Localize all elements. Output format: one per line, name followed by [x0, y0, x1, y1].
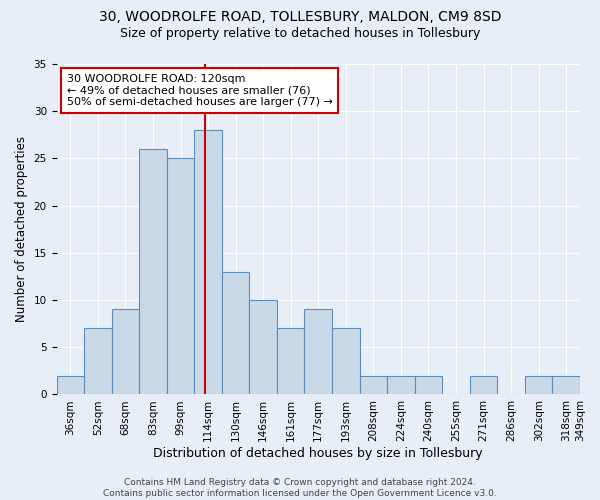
Bar — [112, 310, 139, 394]
Bar — [167, 158, 194, 394]
Text: Size of property relative to detached houses in Tollesbury: Size of property relative to detached ho… — [120, 28, 480, 40]
Bar — [250, 300, 277, 394]
Bar — [139, 149, 167, 394]
Bar — [56, 376, 84, 394]
Bar — [553, 376, 580, 394]
Bar — [415, 376, 442, 394]
Bar — [84, 328, 112, 394]
Bar — [470, 376, 497, 394]
Bar — [222, 272, 250, 394]
Text: 30, WOODROLFE ROAD, TOLLESBURY, MALDON, CM9 8SD: 30, WOODROLFE ROAD, TOLLESBURY, MALDON, … — [99, 10, 501, 24]
Bar — [525, 376, 553, 394]
Bar — [304, 310, 332, 394]
Text: 30 WOODROLFE ROAD: 120sqm
← 49% of detached houses are smaller (76)
50% of semi-: 30 WOODROLFE ROAD: 120sqm ← 49% of detac… — [67, 74, 333, 107]
X-axis label: Distribution of detached houses by size in Tollesbury: Distribution of detached houses by size … — [154, 447, 483, 460]
Bar — [387, 376, 415, 394]
Bar — [359, 376, 387, 394]
Bar — [194, 130, 222, 394]
Bar — [277, 328, 304, 394]
Text: Contains HM Land Registry data © Crown copyright and database right 2024.
Contai: Contains HM Land Registry data © Crown c… — [103, 478, 497, 498]
Y-axis label: Number of detached properties: Number of detached properties — [15, 136, 28, 322]
Bar — [332, 328, 359, 394]
